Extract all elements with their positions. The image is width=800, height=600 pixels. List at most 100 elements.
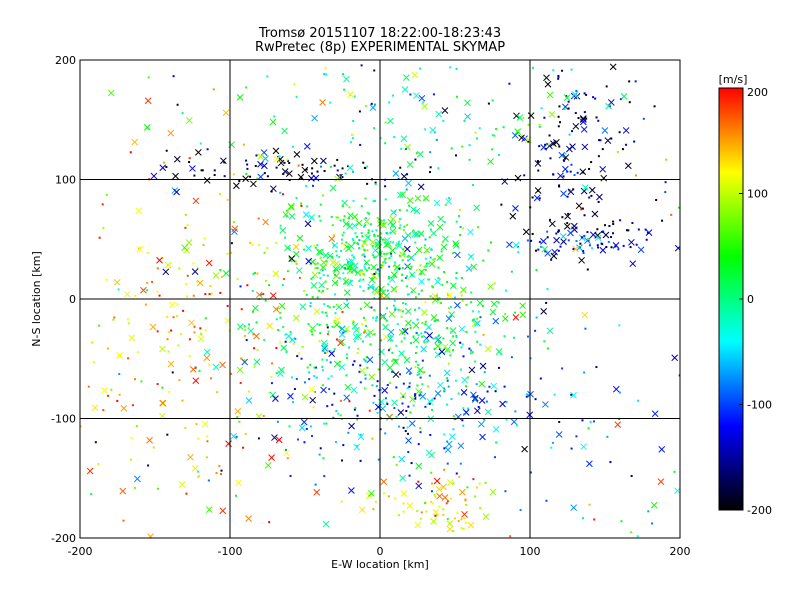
scatter-cross [343,394,351,402]
scatter-cross [645,229,653,236]
scatter-dot [405,147,408,150]
scatter-dot [318,272,321,275]
scatter-dot [593,518,596,521]
scatter-dot [558,184,561,187]
scatter-cross [427,220,435,227]
scatter-dot [545,499,548,502]
scatter-dot [351,254,354,257]
scatter-dot [376,234,379,237]
scatter-dot [387,349,390,352]
scatter-dot [589,420,592,423]
scatter-cross [413,207,421,215]
scatter-dot [430,482,433,485]
scatter-cross [563,223,571,230]
scatter-dot [384,121,387,124]
scatter-dot [421,383,424,386]
scatter-cross [543,74,550,82]
scatter-cross [422,195,430,202]
scatter-dot [320,291,323,294]
scatter-cross [415,462,423,470]
scatter-dot [80,425,82,428]
scatter-cross [328,235,336,243]
scatter-cross [144,97,152,105]
scatter-dot [275,346,278,349]
scatter-dot [279,311,282,314]
scatter-dot [409,268,412,271]
scatter-dot [293,83,296,86]
scatter-cross [222,270,230,277]
scatter-dot [339,219,342,222]
scatter-cross [445,315,453,322]
scatter-dot [351,237,354,240]
scatter-dot [383,252,386,255]
scatter-dot [188,161,191,164]
scatter-cross [521,445,528,453]
scatter-cross [622,127,630,134]
scatter-cross [203,354,211,362]
scatter-dot [443,433,446,436]
scatter-dot [459,462,462,465]
scatter-dot [359,381,362,384]
scatter-dot [412,321,415,324]
scatter-dot [403,247,406,250]
scatter-dot [517,251,520,254]
scatter-dot [580,208,583,211]
scatter-dot [278,155,281,158]
scatter-dot [322,194,325,197]
scatter-cross [470,263,478,271]
scatter-dot [364,217,367,220]
scatter-cross [368,373,376,381]
chart-title-line1: Tromsø 20151107 18:22:00-18:23:43 [258,26,501,41]
scatter-dot [608,105,611,108]
scatter-dot [452,415,455,418]
scatter-cross [512,314,520,321]
scatter-dot [275,372,278,375]
scatter-cross [478,397,486,404]
scatter-cross [437,215,445,223]
scatter-dot [461,343,464,346]
scatter-dot [340,500,343,503]
scatter-dot [370,102,373,105]
scatter-dot [633,140,636,143]
scatter-dot [581,419,584,422]
scatter-dot [419,67,422,70]
scatter-dot [414,366,417,369]
scatter-cross [428,451,435,459]
scatter-dot [597,155,600,158]
scatter-cross [143,124,151,131]
scatter-cross [550,252,558,260]
scatter-dot [463,119,466,122]
scatter-dot [429,434,432,437]
scatter-cross [389,215,397,223]
scatter-dot [452,428,455,431]
scatter-dot [284,333,287,336]
scatter-dot [346,303,349,306]
scatter-dot [428,374,431,377]
scatter-dot [569,170,572,173]
scatter-dot [543,340,546,343]
scatter-cross [150,172,158,180]
scatter-dot [373,127,376,130]
scatter-dot [263,251,266,254]
scatter-dot [388,265,391,268]
scatter-cross [541,245,549,253]
scatter-dot [245,339,248,342]
scatter-dot [323,475,326,478]
scatter-dot [457,392,460,395]
scatter-dot [409,93,412,96]
scatter-dot [340,250,343,253]
scatter-dot [259,293,262,296]
scatter-dot [253,347,256,350]
scatter-cross [250,180,257,188]
scatter-cross [518,134,525,142]
scatter-dot [388,252,391,255]
scatter-dot [324,311,327,314]
scatter-cross [285,170,293,177]
scatter-dot [297,164,300,167]
scatter-dot [364,224,367,227]
scatter-dot [161,257,164,260]
scatter-cross [264,461,272,469]
scatter-dot [342,331,345,334]
scatter-cross [338,325,346,333]
scatter-dot [398,514,401,517]
